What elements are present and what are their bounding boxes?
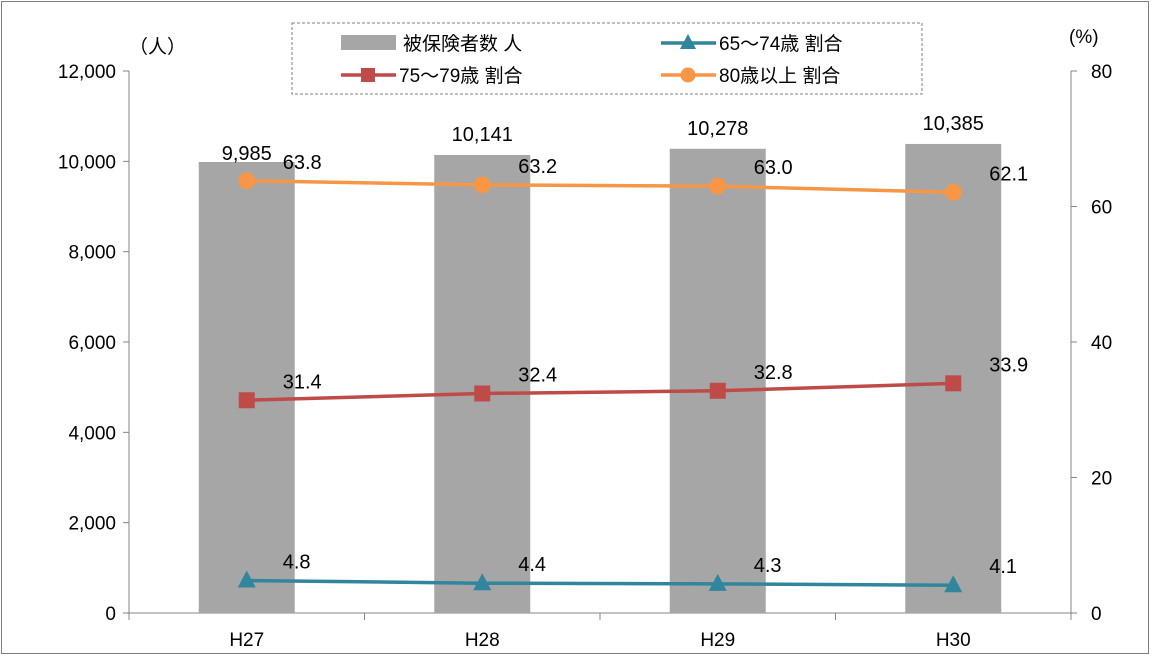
bar-data-label: 9,985 [222,143,272,165]
line-data-label: 32.8 [754,362,793,384]
left-axis-tick-label: 4,000 [68,423,116,444]
legend-marker-triangle [680,34,696,49]
bar-insured-count [669,148,766,614]
data-point-circle [944,183,962,201]
legend-label: 被保険者数 人 [403,33,522,55]
x-axis-category-label: H30 [936,630,971,651]
bar-data-label: 10,385 [923,113,984,135]
line-data-label: 31.4 [283,371,322,393]
line-data-label: 4.4 [518,554,546,576]
bar-insured-count [434,154,531,613]
left-axis-tick-label: 12,000 [58,62,116,83]
x-axis-category-label: H27 [229,630,264,651]
line-data-label: 4.1 [989,556,1017,578]
line-series-square [246,381,954,403]
line-data-label: 62.1 [989,163,1028,185]
left-axis-tick-label: 8,000 [68,243,116,264]
line-series-circle [246,179,954,195]
legend-label: 65～74歳 割合 [719,33,843,55]
right-axis-tick-label: 40 [1091,333,1112,354]
left-axis-tick-label: 0 [105,604,116,625]
data-point-circle [473,176,491,194]
data-point-triangle [944,575,963,593]
legend-marker-circle [680,67,696,83]
data-point-square [238,392,255,409]
data-point-triangle [237,570,256,588]
data-point-circle [709,177,727,195]
bar-insured-count [198,162,295,613]
line-data-label: 4.3 [754,555,782,577]
left-axis-tick-label: 10,000 [58,152,116,173]
data-point-triangle [708,573,727,591]
left-axis-tick-label: 2,000 [68,514,116,535]
bar-data-label: 10,278 [687,118,748,140]
right-axis-tick-label: 60 [1091,198,1112,219]
line-data-label: 32.4 [518,364,557,386]
left-axis-tick-label: 6,000 [68,333,116,354]
legend-box [291,22,923,95]
data-point-circle [238,172,256,190]
left-axis-unit-label: （人） [129,36,186,58]
line-data-label: 63.2 [518,156,557,178]
data-point-square [474,385,491,402]
right-axis-tick-label: 20 [1091,469,1112,490]
legend-label: 80歳以上 割合 [719,65,840,87]
legend-label: 75～79歳 割合 [399,65,523,87]
legend-swatch-bar [341,35,396,50]
line-data-label: 63.8 [283,152,322,174]
line-data-label: 4.8 [283,551,311,573]
legend-marker-square [361,68,375,82]
right-axis-unit-label: (%) [1069,27,1099,48]
data-point-triangle [473,573,492,591]
line-data-label: 33.9 [989,354,1028,376]
x-axis-category-label: H29 [700,630,735,651]
right-axis-tick-label: 0 [1091,604,1102,625]
line-data-label: 63.0 [754,157,793,179]
line-series-triangle [246,578,954,587]
data-point-square [709,382,726,399]
bar-data-label: 10,141 [452,124,513,146]
data-point-square [945,375,962,392]
x-axis-category-label: H28 [465,630,500,651]
right-axis-tick-label: 80 [1091,62,1112,83]
